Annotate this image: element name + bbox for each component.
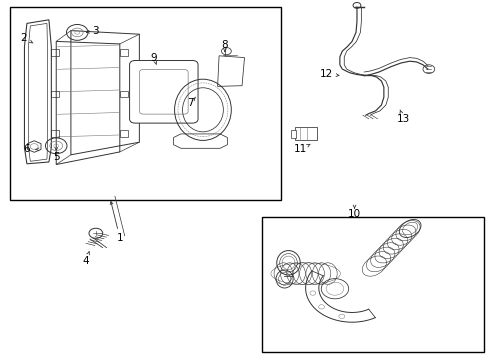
Text: 5: 5 bbox=[53, 152, 60, 162]
Text: 11: 11 bbox=[293, 144, 307, 154]
FancyBboxPatch shape bbox=[290, 130, 295, 138]
FancyBboxPatch shape bbox=[129, 60, 198, 123]
Text: 3: 3 bbox=[92, 26, 99, 36]
Text: 1: 1 bbox=[116, 233, 123, 243]
Text: 4: 4 bbox=[82, 256, 89, 266]
Text: 8: 8 bbox=[221, 40, 228, 50]
Bar bbox=[10, 7, 281, 200]
Text: 10: 10 bbox=[347, 209, 360, 219]
FancyBboxPatch shape bbox=[139, 69, 188, 114]
Text: 13: 13 bbox=[396, 114, 409, 124]
Text: 6: 6 bbox=[23, 144, 30, 154]
Bar bbox=[261, 217, 483, 352]
Text: 7: 7 bbox=[187, 98, 194, 108]
FancyBboxPatch shape bbox=[294, 127, 316, 140]
Text: 12: 12 bbox=[319, 69, 333, 79]
Text: 2: 2 bbox=[20, 33, 27, 43]
Text: 9: 9 bbox=[150, 53, 157, 63]
